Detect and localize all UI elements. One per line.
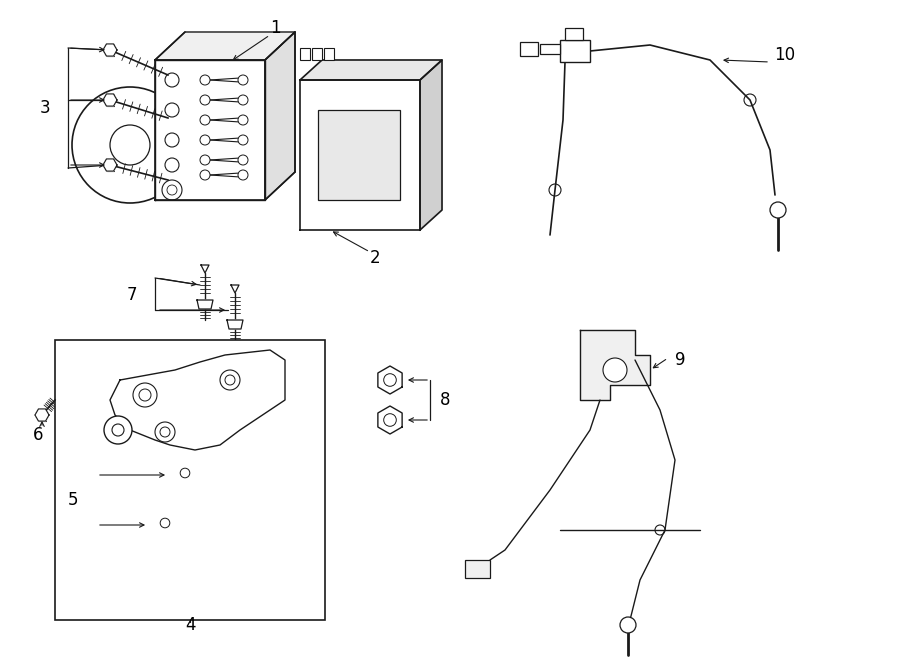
Bar: [565, 28, 583, 40]
Polygon shape: [300, 60, 442, 80]
Polygon shape: [300, 80, 420, 230]
Circle shape: [155, 422, 175, 442]
Polygon shape: [580, 330, 650, 400]
Circle shape: [238, 75, 248, 85]
Circle shape: [603, 358, 627, 382]
Text: 5: 5: [68, 491, 78, 509]
Circle shape: [238, 115, 248, 125]
Polygon shape: [420, 60, 442, 230]
Bar: [560, 40, 590, 62]
Circle shape: [200, 155, 210, 165]
Circle shape: [238, 155, 248, 165]
Circle shape: [620, 617, 636, 633]
Circle shape: [104, 416, 132, 444]
Text: 9: 9: [675, 351, 685, 369]
Polygon shape: [227, 320, 243, 329]
Circle shape: [220, 370, 240, 390]
Text: 7: 7: [127, 286, 137, 304]
Circle shape: [165, 133, 179, 147]
Bar: [312, 48, 322, 60]
Bar: [465, 560, 490, 578]
Polygon shape: [103, 44, 117, 56]
Circle shape: [200, 95, 210, 105]
Text: 8: 8: [440, 391, 450, 409]
Circle shape: [200, 115, 210, 125]
Circle shape: [238, 170, 248, 180]
Circle shape: [165, 103, 179, 117]
Text: 10: 10: [774, 46, 796, 64]
Text: 2: 2: [370, 249, 381, 267]
Ellipse shape: [149, 526, 181, 534]
Polygon shape: [378, 406, 402, 434]
Text: 3: 3: [40, 99, 50, 117]
Circle shape: [200, 75, 210, 85]
Bar: [324, 48, 334, 60]
Bar: [540, 44, 560, 54]
Circle shape: [770, 202, 786, 218]
Circle shape: [165, 73, 179, 87]
Text: 1: 1: [270, 19, 280, 37]
Polygon shape: [35, 409, 49, 421]
Circle shape: [162, 180, 182, 200]
Polygon shape: [103, 159, 117, 171]
Bar: [300, 48, 310, 60]
Bar: [318, 110, 400, 200]
Circle shape: [72, 87, 188, 203]
Polygon shape: [155, 60, 265, 200]
Polygon shape: [110, 350, 285, 450]
Polygon shape: [378, 366, 402, 394]
Text: 4: 4: [184, 616, 195, 634]
Ellipse shape: [169, 476, 201, 484]
Circle shape: [238, 95, 248, 105]
Polygon shape: [155, 32, 295, 60]
Bar: [520, 42, 538, 56]
Circle shape: [238, 135, 248, 145]
Circle shape: [383, 373, 396, 386]
Polygon shape: [265, 32, 295, 200]
Circle shape: [200, 135, 210, 145]
Circle shape: [165, 158, 179, 172]
Bar: [55, 340, 325, 620]
Circle shape: [200, 170, 210, 180]
Circle shape: [133, 383, 157, 407]
Polygon shape: [197, 300, 213, 309]
Text: 6: 6: [32, 426, 43, 444]
Circle shape: [383, 414, 396, 426]
Polygon shape: [103, 94, 117, 106]
